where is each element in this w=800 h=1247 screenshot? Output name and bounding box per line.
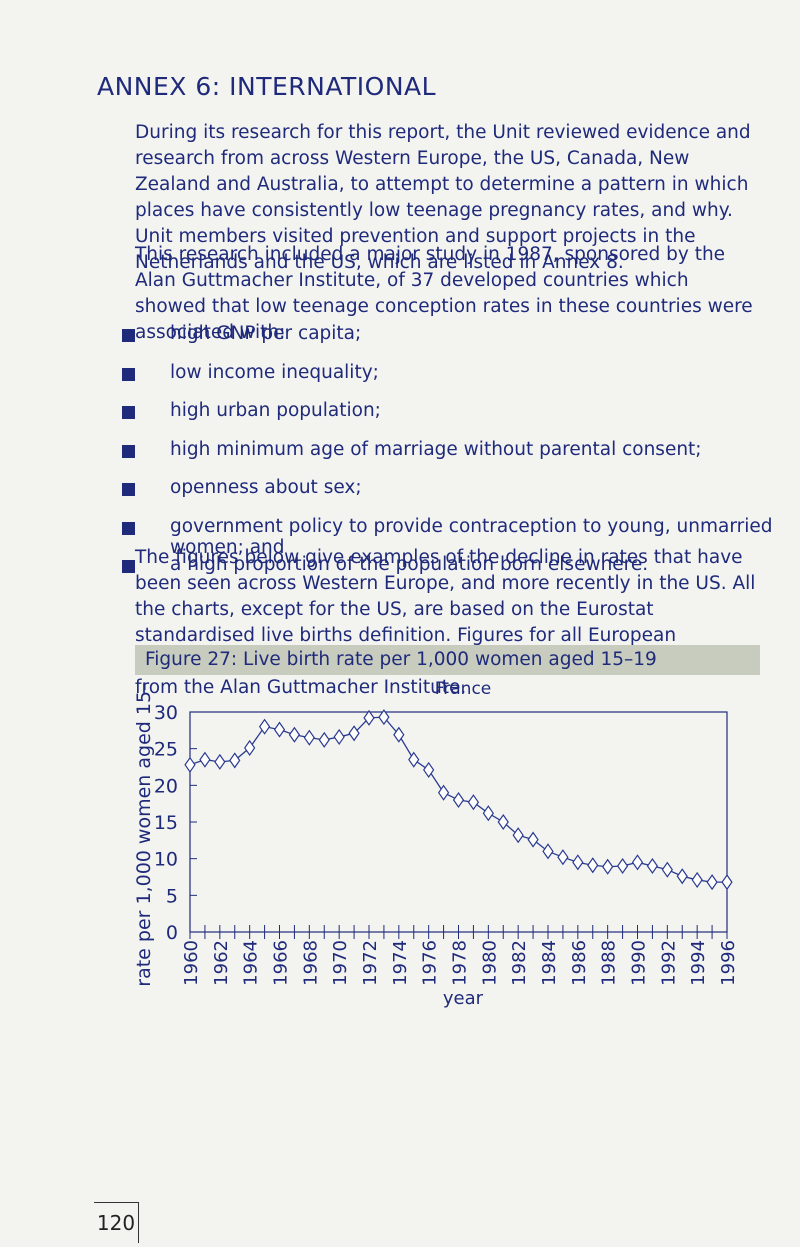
data-point — [393, 726, 405, 743]
data-point — [691, 871, 703, 888]
y-tick-label: 10 — [154, 849, 178, 871]
chart-title: France — [435, 680, 492, 699]
figure-caption: Figure 27: Live birth rate per 1,000 wom… — [135, 645, 760, 675]
x-tick-label: 1966 — [271, 940, 292, 986]
data-point — [199, 751, 211, 768]
x-tick-label: 1996 — [718, 940, 739, 986]
x-tick-label: 1980 — [479, 940, 500, 986]
data-point — [348, 725, 360, 742]
y-axis-label: rate per 1,000 women aged 15–19 — [133, 680, 155, 987]
data-point — [557, 849, 569, 866]
x-tick-label: 1974 — [390, 940, 411, 986]
x-tick-label: 1990 — [629, 940, 650, 986]
data-point — [706, 874, 718, 891]
data-point — [184, 756, 196, 773]
x-tick-label: 1988 — [599, 940, 620, 986]
data-point — [572, 854, 584, 871]
data-point — [333, 728, 345, 745]
x-tick-label: 1978 — [450, 940, 471, 986]
bullet-marker — [122, 406, 135, 419]
data-point — [452, 791, 465, 809]
data-point — [646, 857, 659, 875]
data-point — [214, 753, 226, 770]
data-point — [273, 721, 286, 738]
data-point — [676, 868, 688, 885]
data-point — [661, 861, 673, 878]
data-point — [616, 857, 629, 875]
x-tick-label: 1960 — [181, 940, 202, 986]
data-point — [229, 752, 241, 769]
data-point — [423, 761, 435, 778]
x-tick-label: 1972 — [360, 940, 381, 986]
bullet-marker — [122, 521, 135, 535]
bullet-text: government policy to provide contracepti… — [170, 515, 773, 558]
data-point — [318, 731, 330, 748]
y-tick-label: 5 — [166, 885, 178, 907]
x-tick-label: 1992 — [658, 940, 679, 986]
bullet-text: high minimum age of marriage without par… — [170, 438, 702, 460]
data-point — [244, 739, 256, 756]
x-tick-label: 1962 — [211, 940, 232, 986]
x-axis-label: year — [443, 988, 484, 1009]
data-point — [542, 843, 554, 860]
x-tick-label: 1986 — [569, 940, 590, 986]
bullet-text: low income inequality; — [170, 361, 379, 383]
paragraph: The figures below give examples of the d… — [135, 547, 756, 698]
bullet-marker — [122, 329, 135, 342]
data-point — [303, 729, 315, 746]
data-point — [408, 751, 420, 768]
y-tick-label: 20 — [154, 775, 178, 797]
data-point — [288, 726, 301, 743]
data-point — [482, 805, 494, 822]
bullet-text: high GNP per capita; — [170, 323, 362, 344]
paragraph: This research included a major study in … — [135, 244, 753, 343]
y-tick-label: 30 — [154, 702, 178, 724]
data-point — [437, 784, 450, 801]
data-point — [497, 813, 509, 831]
y-tick-label: 0 — [166, 922, 178, 944]
bullet-marker — [122, 444, 135, 458]
bullet-text: high urban population; — [170, 400, 381, 421]
data-point — [602, 858, 614, 875]
x-tick-label: 1982 — [509, 940, 530, 986]
page-number: 120 — [94, 1202, 139, 1243]
data-point — [467, 794, 480, 811]
x-tick-label: 1968 — [300, 940, 321, 986]
data-point — [587, 857, 599, 874]
data-point — [378, 709, 390, 726]
plot-frame — [189, 711, 728, 933]
bullet-marker — [122, 560, 135, 573]
page-title: ANNEX 6: INTERNATIONAL — [97, 72, 437, 101]
x-tick-label: 1970 — [330, 940, 351, 986]
data-point — [258, 718, 271, 735]
bullet-text: openness about sex; — [170, 477, 362, 498]
data-point — [363, 709, 375, 726]
bullet-marker — [122, 367, 135, 381]
data-point — [721, 874, 733, 891]
y-tick-label: 15 — [154, 812, 178, 834]
bullet-text: a high proportion of the population born… — [170, 554, 649, 575]
paragraph: During its research for this report, the… — [135, 122, 751, 273]
bullet-marker — [122, 483, 135, 496]
data-point — [512, 827, 524, 844]
data-point — [527, 831, 539, 848]
chart: France rate per 1,000 women aged 15–19 y… — [133, 680, 739, 1009]
x-tick-label: 1984 — [539, 940, 560, 986]
x-tick-label: 1994 — [688, 940, 709, 986]
y-tick-label: 25 — [154, 739, 178, 761]
x-tick-label: 1976 — [420, 940, 441, 986]
data-point — [631, 854, 644, 871]
x-tick-label: 1964 — [241, 940, 262, 986]
